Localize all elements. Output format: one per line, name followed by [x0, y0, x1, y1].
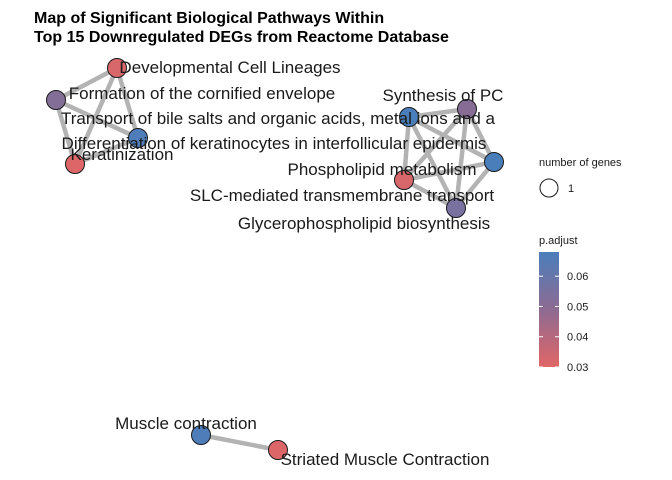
- color-legend-ticks: 0.03 0.04 0.05 0.06: [539, 271, 588, 374]
- color-legend-title: p.adjust: [539, 235, 578, 247]
- node-slc: [394, 170, 414, 190]
- edge-slc-pm: [401, 114, 412, 183]
- node-label-mc: Muscle contraction: [115, 414, 257, 433]
- color-legend-tick-label: 0.05: [567, 301, 588, 313]
- edge-dcl-tbs: [114, 65, 141, 141]
- node-gpb: [446, 198, 466, 218]
- edge-pm-gpb: [406, 114, 459, 211]
- node-layer: [46, 58, 504, 460]
- edge-fce-tbs: [53, 97, 141, 141]
- node-label-tbs: Transport of bile salts and organic acid…: [61, 109, 496, 128]
- node-spc: [457, 99, 477, 119]
- edge-slc-dki: [401, 159, 497, 183]
- node-mc: [191, 425, 211, 445]
- edge-dcl-fce: [53, 65, 120, 103]
- edge-ker-tbs: [72, 135, 141, 167]
- node-dki: [484, 152, 504, 172]
- label-layer: Developmental Cell Lineages Formation of …: [61, 58, 504, 469]
- node-label-pm: Phospholipid metabolism: [288, 160, 477, 179]
- node-ker: [65, 154, 85, 174]
- size-legend-value: 1: [568, 183, 574, 195]
- node-label-slc: SLC-mediated transmembrane transport: [190, 186, 495, 205]
- edge-dcl-ker: [72, 65, 120, 167]
- node-label-gpb: Glycerophospholipid biosynthesis: [238, 214, 490, 233]
- size-legend: number of genes 1: [539, 157, 622, 198]
- edge-mc-smc: [198, 432, 281, 453]
- chart-title-line-1: Map of Significant Biological Pathways W…: [34, 10, 384, 27]
- node-dcl: [107, 58, 127, 78]
- node-fce: [46, 90, 66, 110]
- node-tbs: [128, 128, 148, 148]
- size-legend-title: number of genes: [539, 157, 622, 169]
- color-legend: p.adjust 0.03 0.04 0.05 0.06: [539, 235, 588, 374]
- chart-title-line-2: Top 15 Downregulated DEGs from Reactome …: [34, 29, 449, 46]
- node-pm: [399, 107, 419, 127]
- color-legend-tick-label: 0.06: [567, 271, 588, 283]
- node-label-smc: Striated Muscle Contraction: [281, 450, 490, 469]
- node-label-spc: Synthesis of PC: [383, 86, 504, 105]
- edge-pm-dki: [406, 114, 497, 165]
- edge-spc-gpb: [453, 106, 470, 211]
- color-legend-tick-label: 0.03: [567, 362, 588, 374]
- edge-spc-slc: [401, 106, 470, 183]
- color-legend-tick-label: 0.04: [567, 332, 588, 344]
- node-label-dcl: Developmental Cell Lineages: [119, 58, 340, 77]
- node-label-dki: Differentiation of keratinocytes in inte…: [62, 134, 487, 153]
- color-legend-bar: [539, 252, 559, 367]
- node-smc: [268, 440, 288, 460]
- size-legend-circle: [539, 178, 559, 198]
- node-label-fce: Formation of the cornified envelope: [69, 84, 336, 103]
- edge-fce-ker: [53, 97, 78, 167]
- node-label-ker: Keratinization: [70, 145, 173, 164]
